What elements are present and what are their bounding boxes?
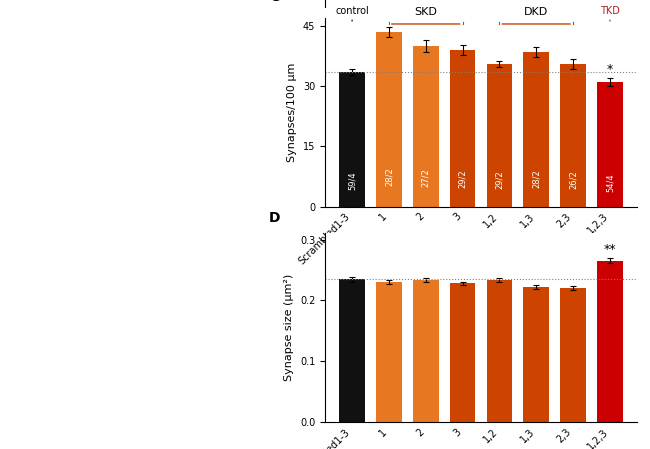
Bar — [339, 279, 365, 422]
Y-axis label: Synapses/100 μm: Synapses/100 μm — [287, 62, 297, 162]
Text: SKD: SKD — [414, 7, 437, 17]
Text: A: A — [6, 13, 17, 27]
Bar — [597, 261, 623, 422]
Text: control: control — [335, 6, 369, 16]
Text: *: * — [607, 63, 613, 76]
Text: D: D — [269, 211, 280, 225]
Bar — [450, 50, 475, 207]
Bar — [560, 288, 586, 422]
Bar — [523, 287, 549, 422]
Bar — [413, 280, 439, 422]
Text: 29/2: 29/2 — [495, 171, 504, 189]
Text: C: C — [269, 0, 279, 4]
Bar — [523, 52, 549, 207]
Text: 59/4: 59/4 — [348, 172, 357, 190]
Text: 29/2: 29/2 — [458, 169, 467, 188]
Text: TKD: TKD — [600, 6, 620, 16]
Bar — [376, 282, 402, 422]
Text: 54/4: 54/4 — [605, 173, 614, 192]
Text: 28/2: 28/2 — [532, 169, 541, 188]
Y-axis label: Synapse size (μm²): Synapse size (μm²) — [284, 274, 294, 381]
Text: DKD: DKD — [524, 7, 549, 17]
Bar — [450, 283, 475, 422]
Bar — [339, 72, 365, 207]
Bar — [487, 280, 512, 422]
Text: 27/2: 27/2 — [421, 168, 430, 187]
Bar — [413, 46, 439, 207]
Text: B: B — [6, 292, 17, 306]
Bar — [560, 64, 586, 207]
Text: **: ** — [604, 243, 616, 256]
Text: 26/2: 26/2 — [569, 171, 578, 189]
Text: 28/2: 28/2 — [384, 167, 393, 185]
Bar — [376, 32, 402, 207]
Bar — [597, 82, 623, 207]
Bar — [487, 64, 512, 207]
